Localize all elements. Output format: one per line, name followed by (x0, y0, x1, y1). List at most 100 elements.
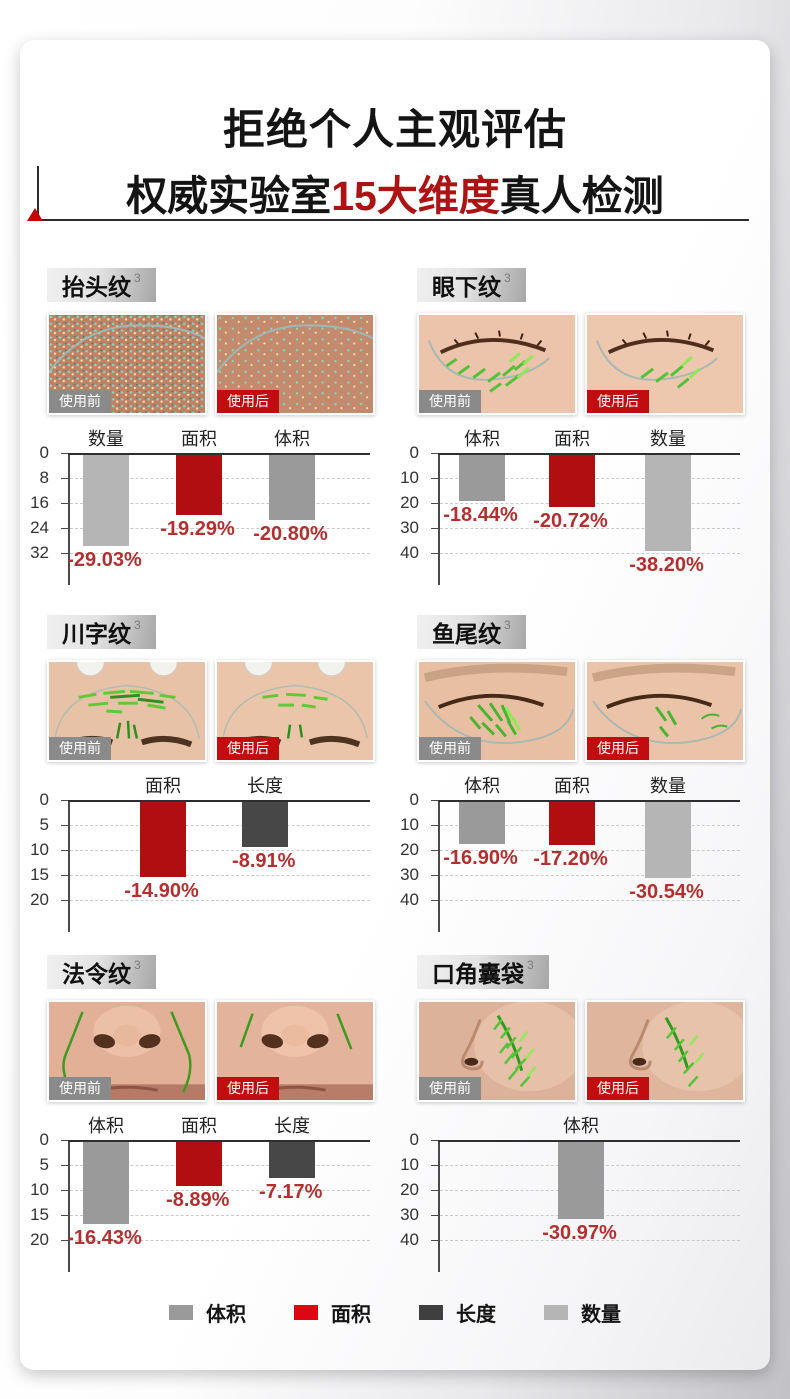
value-label: -30.97% (542, 1222, 617, 1244)
value-label: -14.90% (124, 880, 199, 902)
section-title-badge: 口角囊袋 3 (417, 955, 549, 989)
before-label: 使用前 (419, 737, 481, 760)
value-label: -30.54% (629, 881, 704, 903)
category-label: 体积 (464, 776, 500, 796)
after-photo: 使用后 (215, 313, 375, 415)
gridline (70, 1240, 370, 1241)
zero-baseline (438, 800, 740, 802)
bar (83, 455, 129, 546)
gridline (70, 553, 370, 554)
axis-tick (431, 553, 438, 554)
legend-item-count: 数量 (544, 1298, 621, 1327)
y-axis-line (438, 800, 440, 932)
before-after-photos: 使用前 使用后 (417, 660, 745, 762)
after-photo: 使用后 (215, 1000, 375, 1102)
y-axis-line (68, 800, 70, 932)
y-axis-tick-label: 40 (400, 1230, 419, 1249)
category-label: 数量 (650, 776, 686, 796)
gridline (70, 875, 370, 876)
value-label: -38.20% (629, 554, 704, 576)
category-label: 面积 (554, 429, 590, 449)
axis-tick (61, 1190, 68, 1191)
length-swatch-icon (419, 1305, 443, 1320)
category-label: 体积 (464, 429, 500, 449)
gridline (70, 850, 370, 851)
section-title-badge: 抬头纹 3 (47, 268, 156, 302)
bar (269, 455, 315, 520)
category-label: 数量 (650, 429, 686, 449)
zero-baseline (438, 1140, 740, 1142)
value-label: -20.80% (253, 523, 328, 545)
y-axis-tick-label: 20 (400, 1180, 419, 1199)
y-axis-tick-label: 0 (39, 1130, 49, 1149)
axis-tick (431, 478, 438, 479)
after-photo: 使用后 (585, 660, 745, 762)
y-axis-tick-label: 15 (30, 1205, 49, 1224)
section-frown-lines: 川字纹 3 使用前 (27, 615, 377, 955)
after-photo: 使用后 (585, 1000, 745, 1102)
bar (645, 802, 691, 878)
value-label: -18.44% (443, 504, 518, 526)
before-photo: 使用前 (417, 313, 577, 415)
footnote-marker: 3 (134, 271, 141, 285)
value-label: -17.20% (533, 848, 608, 870)
category-label: 长度 (247, 776, 283, 796)
before-label: 使用前 (49, 737, 111, 760)
gridline (70, 1190, 370, 1191)
count-swatch-icon (544, 1305, 568, 1320)
gridline (70, 900, 370, 901)
bar (242, 802, 288, 847)
axis-tick (61, 825, 68, 826)
y-axis-tick-label: 0 (409, 790, 419, 809)
before-label: 使用前 (49, 390, 111, 413)
y-axis-line (438, 1140, 440, 1272)
gridline (70, 825, 370, 826)
value-label: -7.17% (259, 1181, 323, 1203)
axis-tick (431, 1165, 438, 1166)
after-label: 使用后 (587, 1077, 649, 1100)
section-mouth-corner-bags: 口角囊袋 3 使用前 (397, 955, 747, 1295)
after-label: 使用后 (217, 737, 279, 760)
before-photo: 使用前 (47, 1000, 207, 1102)
zero-baseline (68, 1140, 370, 1142)
axis-tick (431, 1140, 438, 1141)
y-axis-tick-label: 0 (409, 1130, 419, 1149)
bar (459, 802, 505, 844)
after-label: 使用后 (217, 1077, 279, 1100)
zero-baseline (68, 453, 370, 455)
gridline (440, 850, 740, 851)
before-after-photos: 使用前 使用后 (47, 660, 375, 762)
value-label: -16.90% (443, 847, 518, 869)
after-label: 使用后 (217, 390, 279, 413)
footnote-marker: 3 (134, 958, 141, 972)
gridline (440, 875, 740, 876)
section-crows-feet: 鱼尾纹 3 使用前 (397, 615, 747, 955)
zero-baseline (438, 453, 740, 455)
category-label: 面积 (181, 429, 217, 449)
y-axis-tick-label: 24 (30, 518, 49, 537)
y-axis-tick-label: 20 (30, 1230, 49, 1249)
y-axis-tick-label: 5 (39, 1155, 49, 1174)
section-nasolabial-folds: 法令纹 3 使用前 (27, 955, 377, 1295)
red-triangle-marker-icon (27, 208, 43, 221)
after-photo: 使用后 (215, 660, 375, 762)
category-label: 数量 (88, 429, 124, 449)
gridline (440, 1240, 740, 1241)
y-axis-tick-label: 20 (30, 890, 49, 909)
y-axis-tick-label: 30 (400, 1205, 419, 1224)
after-label: 使用后 (587, 737, 649, 760)
legend-label: 体积 (206, 1304, 246, 1326)
category-label: 体积 (563, 1116, 599, 1136)
axis-tick (431, 1240, 438, 1241)
axis-tick (431, 453, 438, 454)
bar (140, 802, 186, 877)
section-title-badge: 川字纹 3 (47, 615, 156, 649)
value-label: -8.91% (232, 850, 296, 872)
value-label: -16.43% (67, 1227, 142, 1249)
bar (645, 455, 691, 551)
axis-tick (431, 850, 438, 851)
section-title-badge: 鱼尾纹 3 (417, 615, 526, 649)
axis-tick (431, 1190, 438, 1191)
category-label: 长度 (274, 1116, 310, 1136)
section-title: 法令纹 (62, 961, 131, 987)
